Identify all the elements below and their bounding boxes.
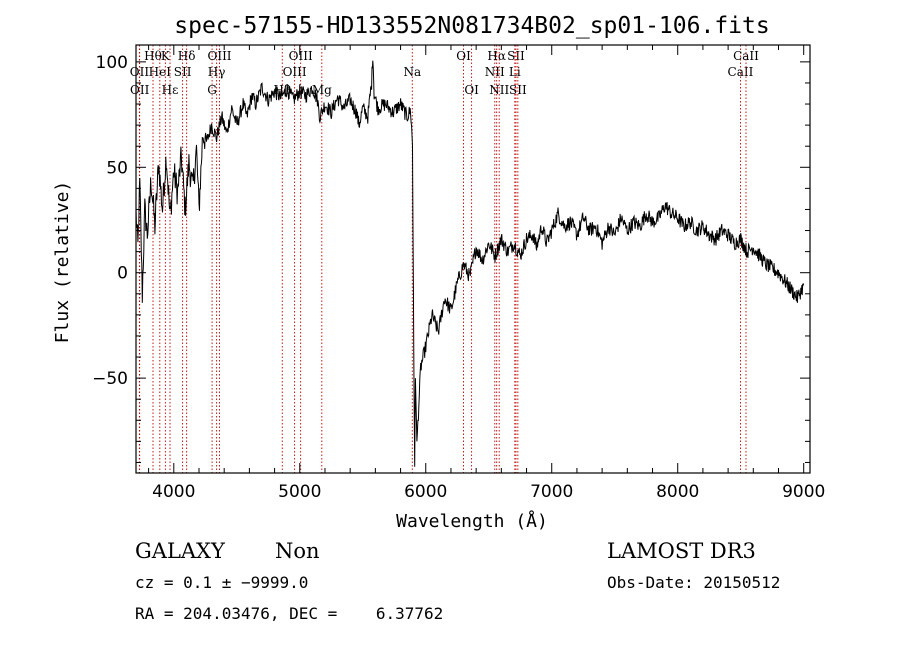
series-line-0 bbox=[135, 60, 805, 467]
line-label: NII bbox=[485, 65, 505, 79]
spectrum-series bbox=[135, 60, 805, 467]
axis-ticks: 4000 5000 6000 7000 8000 9000 −50 0 50 100 bbox=[92, 45, 825, 502]
line-label: Hα bbox=[487, 49, 506, 63]
x-tick-label: 6000 bbox=[404, 482, 447, 502]
y-tick-label: 0 bbox=[117, 264, 128, 284]
line-label: OII bbox=[130, 83, 150, 97]
line-label: Hδ bbox=[178, 49, 196, 63]
line-label: CaII bbox=[728, 65, 754, 79]
line-label: SII bbox=[174, 65, 192, 79]
line-label: OI bbox=[456, 49, 471, 63]
y-axis-label: Flux (relative) bbox=[52, 181, 73, 344]
y-tick-label: 100 bbox=[96, 53, 128, 73]
x-tick-label: 4000 bbox=[152, 482, 195, 502]
line-label: Hε bbox=[162, 83, 179, 97]
line-label: OI bbox=[464, 83, 479, 97]
x-tick-label: 8000 bbox=[656, 482, 699, 502]
line-label: Na bbox=[403, 65, 421, 79]
line-label: HeI bbox=[149, 65, 172, 79]
plot-frame bbox=[135, 44, 811, 474]
x-axis-label: Wavelength (Å) bbox=[396, 510, 548, 532]
line-label: Li bbox=[509, 65, 521, 79]
line-label: OII bbox=[130, 65, 150, 79]
chart-title: spec-57155-HD133552N081734B02_sp01-106.f… bbox=[174, 13, 769, 39]
object-subclass: Non bbox=[275, 539, 320, 563]
line-label: SII bbox=[509, 83, 527, 97]
line-label: Hθ bbox=[144, 49, 162, 63]
line-label: CaII bbox=[733, 49, 759, 63]
x-tick-label: 5000 bbox=[278, 482, 321, 502]
emission-lines: OIIOIIHθHeIKHεSIIHδGHγOIIIHβOIIIOIIIMgNa… bbox=[130, 45, 759, 473]
line-label: OIII bbox=[289, 49, 313, 63]
y-tick-label: 50 bbox=[106, 158, 128, 178]
x-tick-label: 7000 bbox=[530, 482, 573, 502]
line-label: OIII bbox=[283, 65, 307, 79]
survey-name: LAMOST DR3 bbox=[607, 539, 756, 563]
redshift-text: cz = 0.1 ± −9999.0 bbox=[135, 573, 308, 592]
y-tick-label: −50 bbox=[92, 369, 128, 389]
line-label: K bbox=[161, 49, 171, 63]
obs-date: Obs-Date: 20150512 bbox=[607, 573, 780, 592]
line-label: OIII bbox=[207, 49, 231, 63]
ra-dec-text: RA = 204.03476, DEC = 6.37762 bbox=[135, 604, 443, 623]
x-tick-label: 9000 bbox=[782, 482, 825, 502]
line-label: G bbox=[207, 83, 217, 97]
line-label: SII bbox=[507, 49, 525, 63]
object-class: GALAXY bbox=[135, 539, 226, 563]
line-label: Hγ bbox=[208, 65, 226, 79]
line-label: NII bbox=[489, 83, 509, 97]
